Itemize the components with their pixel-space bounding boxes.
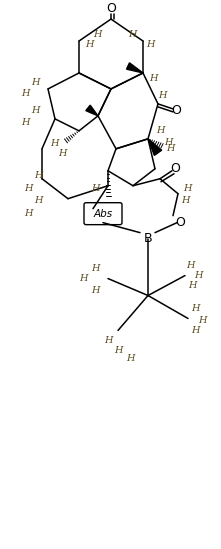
Text: H: H: [188, 281, 196, 290]
Text: H: H: [186, 261, 194, 270]
Text: O: O: [170, 163, 180, 175]
Polygon shape: [86, 105, 98, 116]
Text: H: H: [164, 138, 172, 147]
Text: H: H: [31, 107, 39, 115]
Text: H: H: [181, 196, 189, 205]
Text: H: H: [58, 149, 66, 158]
Text: H: H: [191, 326, 199, 335]
Text: H: H: [191, 304, 199, 313]
Text: H: H: [166, 144, 174, 153]
Text: H: H: [146, 40, 154, 48]
Polygon shape: [148, 139, 162, 155]
Text: Abs: Abs: [93, 209, 112, 219]
Text: H: H: [24, 209, 32, 218]
Text: H: H: [50, 139, 58, 148]
Polygon shape: [126, 63, 143, 73]
Text: O: O: [106, 2, 116, 15]
Text: H: H: [158, 92, 166, 100]
Text: H: H: [91, 264, 99, 273]
Text: H: H: [31, 79, 39, 87]
Text: H: H: [34, 196, 42, 205]
Text: H: H: [79, 274, 87, 283]
Text: H: H: [91, 184, 99, 193]
Text: H: H: [114, 346, 122, 355]
Text: H: H: [156, 126, 164, 136]
Text: H: H: [21, 119, 29, 127]
Text: O: O: [171, 104, 181, 117]
Text: O: O: [175, 216, 185, 229]
Text: H: H: [34, 171, 42, 180]
Text: H: H: [85, 40, 93, 48]
Text: H: H: [126, 354, 134, 363]
FancyBboxPatch shape: [84, 203, 122, 225]
Text: H: H: [183, 184, 191, 193]
Text: H: H: [93, 30, 101, 38]
Text: H: H: [198, 316, 206, 325]
Text: H: H: [128, 30, 136, 38]
Text: H: H: [194, 271, 202, 280]
Text: H: H: [149, 75, 157, 83]
Text: H: H: [104, 336, 112, 345]
Text: H: H: [91, 286, 99, 295]
Text: H: H: [21, 89, 29, 98]
Text: B: B: [144, 232, 152, 245]
Text: H: H: [24, 184, 32, 193]
